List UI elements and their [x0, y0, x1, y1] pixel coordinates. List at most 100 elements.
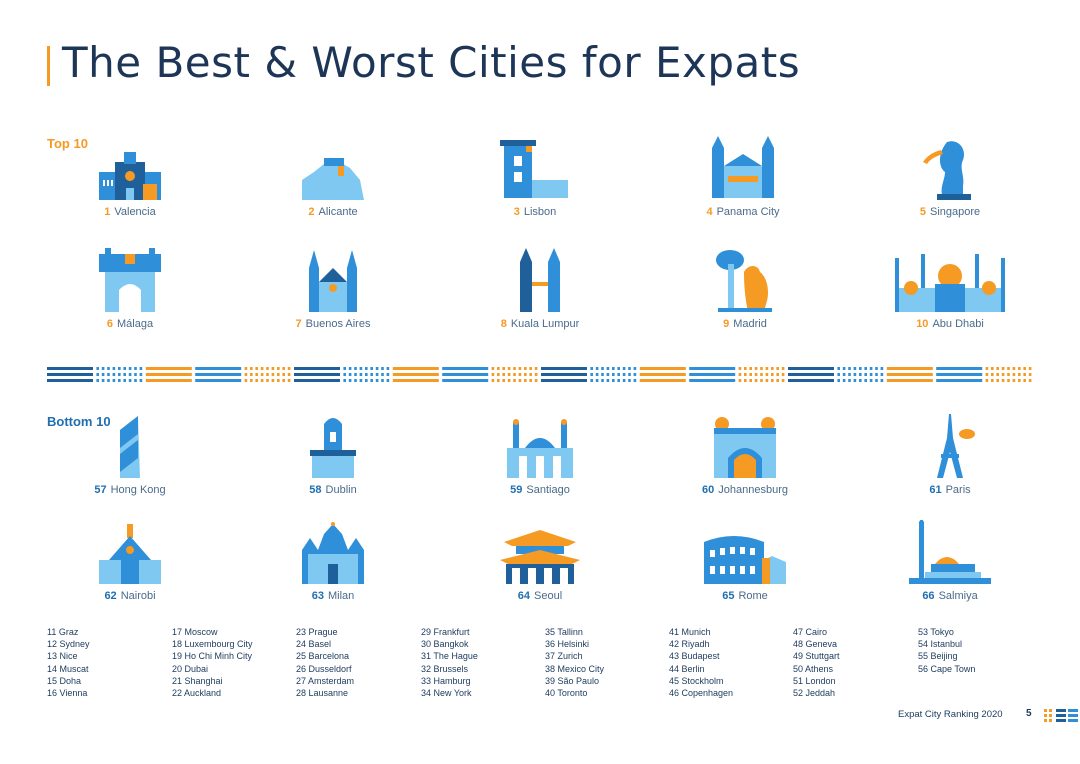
rank: 61: [929, 484, 942, 496]
bottom10-label: Bottom 10: [47, 414, 111, 429]
list-item: 31 The Hague: [421, 651, 478, 662]
merlion-icon: [923, 141, 971, 200]
list-item: 25 Barcelona: [296, 651, 350, 662]
milan-cathedral-icon: [302, 522, 364, 584]
city-johannesburg: 60 Johannesburg: [655, 414, 835, 496]
rank: 58: [309, 484, 322, 496]
list-item: 55 Beijing: [918, 651, 958, 662]
twin-tower-church-icon: [712, 136, 774, 198]
city-kuala-lumpur: 8 Kuala Lumpur: [450, 248, 630, 330]
city-rome: 65 Rome: [655, 520, 835, 602]
list-item: 51 London: [793, 675, 836, 686]
list-item: 27 Amsterdam: [296, 675, 355, 686]
gothic-church-icon: [309, 250, 357, 312]
arched-building-icon: [714, 417, 776, 478]
city-buenos-aires: 7 Buenos Aires: [243, 248, 423, 330]
list-item: 32 Brussels: [421, 663, 469, 674]
list-item: 21 Shanghai: [172, 675, 223, 686]
ranking-list-col-5: 35 Tallinn 36 Helsinki 37 Zurich 38 Mexi…: [545, 626, 604, 699]
list-item: 53 Tokyo: [918, 627, 954, 637]
city-name: Madrid: [733, 318, 767, 330]
pagoda-gate-icon: [500, 530, 580, 584]
list-item: 40 Toronto: [545, 688, 588, 699]
rank: 63: [311, 590, 324, 602]
ranking-list-col-1: 11 Graz 12 Sydney 13 Nice 14 Muscat 15 D…: [47, 626, 90, 699]
list-item: 38 Mexico City: [545, 663, 605, 674]
rank: 60: [702, 484, 715, 496]
conference-center-icon: [99, 524, 161, 584]
rank: 8: [500, 318, 507, 330]
rank: 2: [308, 206, 315, 218]
city-name: Lisbon: [523, 206, 557, 218]
list-item: 47 Cairo: [793, 627, 828, 637]
ranking-list-col-7: 47 Cairo 48 Geneva 49 Stuttgart 50 Athen…: [793, 626, 840, 699]
rank: 6: [106, 318, 114, 330]
list-item: 12 Sydney: [47, 639, 90, 650]
city-valencia: 1 Valencia: [40, 150, 220, 218]
list-item: 11 Graz: [47, 627, 79, 637]
city-dublin: 58 Dublin: [243, 414, 423, 496]
list-item: 14 Muscat: [47, 663, 89, 674]
city-nairobi: 62 Nairobi: [40, 520, 220, 602]
list-item: 48 Geneva: [793, 639, 838, 650]
city-paris: 61 Paris: [860, 414, 1040, 496]
city-panama-city: 4 Panama City: [653, 136, 833, 218]
petronas-towers-icon: [520, 248, 560, 312]
city-malaga: 6 Málaga: [40, 248, 220, 330]
city-milan: 63 Milan: [243, 520, 423, 602]
list-item: 43 Budapest: [669, 651, 720, 662]
list-item: 26 Dusseldorf: [296, 663, 352, 674]
grand-mosque-icon: [895, 254, 1005, 312]
city-madrid: 9 Madrid: [655, 248, 835, 330]
city-name: Santiago: [526, 484, 570, 496]
city-name: Dublin: [325, 484, 357, 496]
rank: 5: [919, 206, 926, 218]
domed-building-icon: [507, 419, 573, 478]
city-name: Paris: [945, 484, 971, 496]
city-abu-dhabi: 10 Abu Dhabi: [860, 248, 1040, 330]
list-item: 56 Cape Town: [918, 663, 976, 674]
city-name: Valencia: [114, 206, 156, 218]
list-item: 13 Nice: [47, 651, 78, 662]
ranking-list-col-2: 17 Moscow 18 Luxembourg City 19 Ho Chi M…: [172, 626, 253, 699]
city-hong-kong: 57 Hong Kong: [40, 414, 220, 496]
list-item: 34 New York: [421, 688, 472, 699]
city-name: Buenos Aires: [305, 318, 371, 330]
rank: 9: [723, 318, 730, 330]
page-title: The Best & Worst Cities for Expats: [62, 38, 801, 87]
list-item: 19 Ho Chi Minh City: [172, 651, 253, 662]
list-item: 36 Helsinki: [545, 639, 590, 650]
list-item: 28 Lausanne: [296, 688, 349, 699]
ranking-list-col-3: 23 Prague 24 Basel 25 Barcelona 26 Dusse…: [296, 626, 354, 699]
rank: 59: [510, 484, 523, 496]
city-name: Alicante: [318, 206, 358, 218]
city-lisbon: 3 Lisbon: [445, 136, 625, 218]
top10-label: Top 10: [47, 136, 88, 151]
clock-tower-icon: [310, 418, 356, 478]
tower-dome-icon: [909, 520, 991, 584]
eiffel-tower-icon: [937, 414, 975, 478]
list-item: 30 Bangkok: [421, 639, 469, 650]
rank: 65: [722, 590, 735, 602]
city-name: Kuala Lumpur: [510, 318, 580, 330]
list-item: 52 Jeddah: [793, 688, 836, 699]
skyscraper-icon: [120, 416, 140, 478]
rank: 7: [295, 318, 302, 330]
belem-tower-icon: [500, 140, 568, 198]
list-item: 50 Athens: [793, 663, 834, 674]
city-name: Hong Kong: [110, 484, 166, 496]
city-name: Johannesburg: [718, 484, 788, 496]
list-item: 15 Doha: [47, 675, 82, 686]
city-singapore: 5 Singapore: [860, 136, 1040, 218]
city-salmiya: 66 Salmiya: [860, 520, 1040, 602]
ranking-list-col-6: 41 Munich 42 Riyadh 43 Budapest 44 Berli…: [669, 626, 733, 699]
list-item: 54 Istanbul: [918, 639, 963, 650]
list-item: 29 Frankfurt: [421, 627, 470, 637]
city-name: Milan: [327, 590, 355, 602]
footer-report-title: Expat City Ranking 2020: [898, 709, 1003, 720]
rank: 4: [706, 206, 713, 218]
city-name: Salmiya: [938, 590, 978, 602]
list-item: 20 Dubai: [172, 663, 209, 674]
colosseum-icon: [704, 536, 786, 584]
list-item: 42 Riyadh: [669, 639, 710, 650]
